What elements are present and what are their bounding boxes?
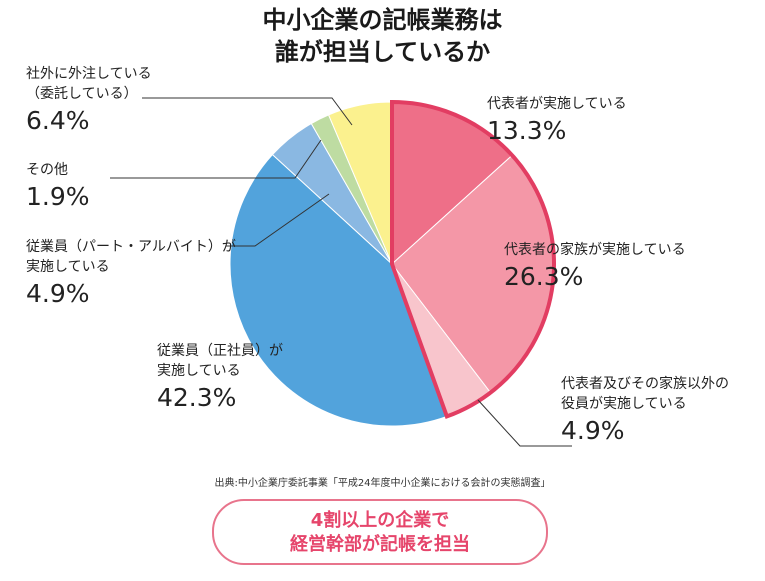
label-yakuin-text-2: 役員が実施している (561, 396, 687, 412)
label-seishain-value: 42.3% (157, 383, 237, 412)
label-part-text-1: 従業員（パート・アルバイト）が (26, 239, 236, 255)
label-seishain-text-2: 実施している (157, 363, 241, 379)
label-sonota: その他 1.9% (26, 160, 90, 212)
leader-part (226, 193, 330, 247)
label-sonota-value: 1.9% (26, 182, 90, 211)
label-gaichu: 社外に外注している （委託している） 6.4% (26, 64, 152, 136)
label-seishain-text-1: 従業員（正社員）が (157, 343, 283, 359)
source-note: 出典:中小企業庁委託事業「平成24年度中小企業における会計の実態調査」 (214, 478, 551, 489)
label-part: 従業員（パート・アルバイト）が 実施している 4.9% (26, 237, 236, 309)
label-yakuin-text-1: 代表者及びその家族以外の (561, 376, 729, 392)
leader-sonota (110, 139, 322, 179)
label-yakuin-value: 4.9% (561, 416, 625, 445)
leader-yakuin (477, 399, 572, 447)
label-kazoku-value: 26.3% (504, 262, 584, 291)
pie-slice-seishain (229, 153, 448, 427)
chart-title-line-1: 中小企業の記帳業務は (262, 6, 503, 34)
leader-gaichu (142, 97, 353, 126)
label-daihyousha: 代表者が実施している 13.3% (487, 94, 627, 146)
chart-title-line-2: 誰が担当しているか (274, 38, 491, 66)
label-gaichu-text-2: （委託している） (26, 86, 138, 102)
label-kazoku: 代表者の家族が実施している 26.3% (504, 240, 686, 292)
label-gaichu-value: 6.4% (26, 106, 90, 135)
label-part-value: 4.9% (26, 279, 90, 308)
summary-callout-line-1: 4割以上の企業で (310, 510, 450, 531)
highlight-border (390, 99, 556, 419)
label-seishain: 従業員（正社員）が 実施している 42.3% (157, 341, 283, 413)
label-part-text-2: 実施している (26, 259, 110, 275)
summary-callout-line-2: 経営幹部が記帳を担当 (290, 534, 470, 555)
label-daihyousha-text: 代表者が実施している (487, 96, 627, 112)
label-kazoku-text: 代表者の家族が実施している (504, 242, 686, 258)
chart-title: 中小企業の記帳業務は 誰が担当しているか (0, 4, 765, 68)
label-gaichu-text-1: 社外に外注している (26, 66, 152, 82)
summary-callout: 4割以上の企業で 経営幹部が記帳を担当 (212, 499, 548, 565)
label-daihyousha-value: 13.3% (487, 116, 567, 145)
label-yakuin: 代表者及びその家族以外の 役員が実施している 4.9% (561, 374, 729, 446)
label-sonota-text: その他 (26, 162, 68, 178)
